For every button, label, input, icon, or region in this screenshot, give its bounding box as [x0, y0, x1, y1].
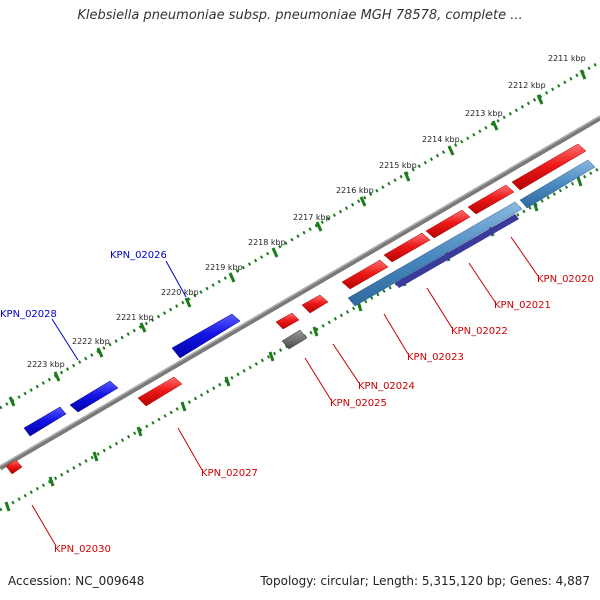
gene-label-kpn-02020: KPN_02020	[537, 274, 594, 285]
gene-kpn-02023b[interactable]	[341, 259, 389, 290]
ruler-label: 2212 kbp	[508, 81, 546, 90]
gene-label-kpn-02026: KPN_02026	[110, 250, 167, 261]
gene-kpn-02030[interactable]	[5, 459, 23, 475]
page-title: Klebsiella pneumoniae subsp. pneumoniae …	[77, 8, 523, 23]
gene-labels: KPN_02020 KPN_02021 KPN_02022 KPN_02023 …	[0, 250, 594, 555]
cds-purple[interactable]	[395, 214, 519, 288]
gene-label-kpn-02027: KPN_02027	[201, 468, 258, 479]
gene-kpn-02025-pseudo[interactable]	[281, 329, 308, 350]
gene-label-kpn-02028: KPN_02028	[0, 309, 57, 320]
gene-label-kpn-02024: KPN_02024	[358, 381, 415, 392]
ruler-label: 2215 kbp	[379, 161, 417, 170]
outer-ruler	[0, 60, 600, 410]
forward-genes[interactable]	[5, 143, 587, 475]
gene-label-kpn-02021: KPN_02021	[494, 300, 551, 311]
ruler-label: 2219 kbp	[205, 263, 243, 272]
outer-ruler-ticks	[8, 69, 587, 407]
ruler-label: 2214 kbp	[422, 135, 460, 144]
gene-label-kpn-02030: KPN_02030	[54, 544, 111, 555]
ruler-label: 2223 kbp	[27, 360, 65, 369]
gene-kpn-02022[interactable]	[425, 209, 471, 239]
genome-summary-text: Topology: circular; Length: 5,315,120 bp…	[260, 574, 590, 588]
ruler-label: 2211 kbp	[548, 54, 586, 63]
gene-label-kpn-02025: KPN_02025	[330, 398, 387, 409]
ruler-label: 2218 kbp	[248, 238, 286, 247]
ruler-labels: 2211 kbp 2212 kbp 2213 kbp 2214 kbp 2215…	[27, 54, 586, 369]
ruler-label: 2220 kbp	[161, 288, 199, 297]
gene-kpn-02020[interactable]	[511, 143, 587, 191]
gene-kpn-02026[interactable]	[171, 313, 241, 359]
reverse-genes[interactable]	[23, 313, 241, 437]
cds-features[interactable]	[347, 159, 596, 307]
gene-kpn-02024[interactable]	[301, 294, 329, 314]
gene-kpn-02021[interactable]	[467, 184, 515, 215]
gene-kpn-02028[interactable]	[69, 380, 119, 413]
accession-text: Accession: NC_009648	[8, 574, 145, 588]
ruler-label: 2213 kbp	[465, 109, 503, 118]
gene-label-kpn-02022: KPN_02022	[451, 326, 508, 337]
ruler-label: 2221 kbp	[116, 313, 154, 322]
ruler-label: 2217 kbp	[293, 213, 331, 222]
gene-kpn-02027[interactable]	[137, 376, 183, 407]
gene-kpn-02025[interactable]	[275, 312, 300, 330]
ruler-label: 2216 kbp	[336, 186, 374, 195]
cds-kpn-02021-02023[interactable]	[347, 201, 523, 307]
genome-backbone	[0, 115, 600, 471]
ruler-label: 2222 kbp	[72, 337, 110, 346]
gene-kpn-02029[interactable]	[23, 406, 67, 437]
label-leaders	[31, 236, 539, 547]
cds-kpn-02020[interactable]	[519, 159, 596, 209]
gene-kpn-02023[interactable]	[383, 232, 431, 263]
gene-label-kpn-02023: KPN_02023	[407, 352, 464, 363]
